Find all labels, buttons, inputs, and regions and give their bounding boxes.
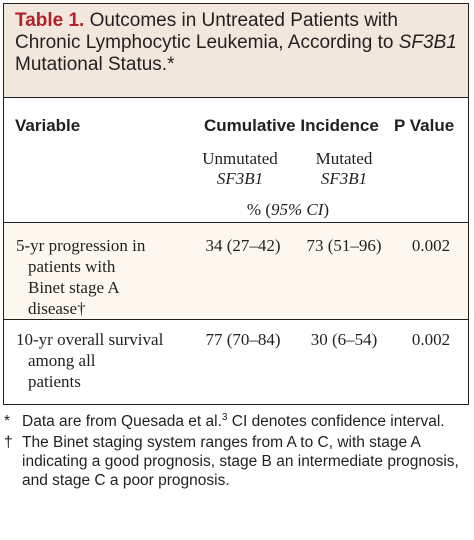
subheader-ci: % (95% CI) <box>204 200 372 220</box>
footnote-mark: * <box>4 413 11 430</box>
table-frame: Table 1. Outcomes in Untreated Patients … <box>3 3 469 405</box>
footnote-asterisk: * Data are from Quesada et al.3 CI denot… <box>2 412 472 431</box>
footnote-text: The Binet staging system ranges from A t… <box>22 434 459 489</box>
table-title: Table 1. Outcomes in Untreated Patients … <box>15 10 463 76</box>
table-title-text: Outcomes in Untreated Patients with Chro… <box>15 10 398 53</box>
row1-variable: 5-yr progression in patients with Binet … <box>16 235 186 319</box>
subheader-unmutated-gene: SF3B1 <box>216 169 264 188</box>
row1-unmutated: 34 (27–42) <box>205 236 281 255</box>
subheader-unmutated-label: Unmutated <box>202 149 278 168</box>
row2-variable-line: patients <box>28 372 81 391</box>
row1-p-value: 0.002 <box>411 236 451 255</box>
footnote-text: Data are from Quesada et al. <box>22 413 222 430</box>
header-variable: Variable <box>15 116 81 135</box>
row2-variable-line: 10-yr overall survival <box>16 330 164 349</box>
subheader-mutated: Mutated SF3B1 <box>294 149 394 189</box>
table-title-gene: SF3B1 <box>398 32 457 53</box>
title-band: Table 1. Outcomes in Untreated Patients … <box>4 4 468 98</box>
subheader-mutated-gene: SF3B1 <box>320 169 368 188</box>
row1-mutated: 73 (51–96) <box>306 236 382 255</box>
row2-p-value: 0.002 <box>411 330 451 349</box>
footnote-mark: † <box>4 434 13 451</box>
row1-variable-line: patients with <box>28 257 116 276</box>
row1-variable-line: disease† <box>28 299 86 318</box>
row1-variable-line: Binet stage A <box>28 278 120 297</box>
subheader-ci-prefix: % ( <box>246 200 271 219</box>
row2-variable: 10-yr overall survival among all patient… <box>16 329 186 392</box>
table-title-end: Mutational Status.* <box>15 54 175 75</box>
row1-variable-line: 5-yr progression in <box>16 236 146 255</box>
subheader-ci-suffix: ) <box>323 200 330 219</box>
footnote-text-end: CI denotes confidence interval. <box>227 413 445 430</box>
footnote-dagger: † The Binet staging system ranges from A… <box>2 433 472 490</box>
footnote-reference: 3 <box>221 411 228 423</box>
footnotes: * Data are from Quesada et al.3 CI denot… <box>2 412 472 492</box>
row2-mutated: 30 (6–54) <box>310 330 378 349</box>
table-number: Table 1. <box>15 10 85 31</box>
table-row-highlight <box>4 222 468 320</box>
subheader-mutated-label: Mutated <box>315 149 373 168</box>
header-p-value: P Value <box>394 116 455 135</box>
subheader-ci-label: 95% CI <box>270 200 324 219</box>
subheader-unmutated: Unmutated SF3B1 <box>180 149 300 189</box>
header-cumulative-incidence: Cumulative Incidence <box>204 116 379 135</box>
row2-unmutated: 77 (70–84) <box>205 330 281 349</box>
row2-variable-line: among all <box>28 351 96 370</box>
